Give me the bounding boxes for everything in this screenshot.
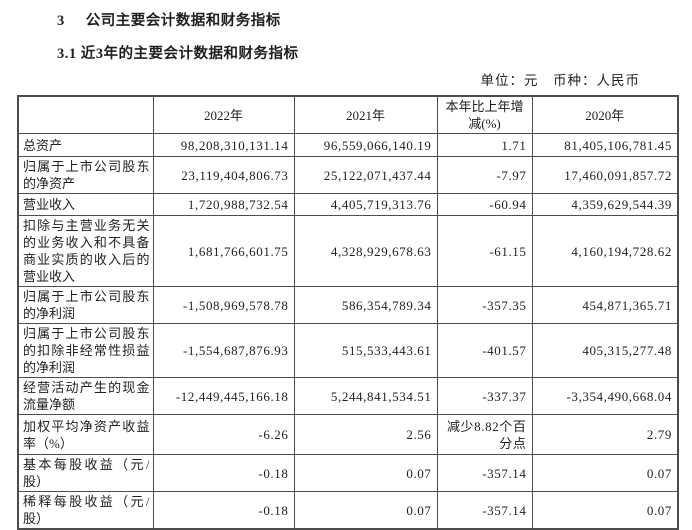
table-header-row: 2022年 2021年 本年比上年增减(%) 2020年 [17,95,679,134]
table-row: 归属于上市公司股东的净利润 -1,508,969,578.78 586,354,… [17,286,679,324]
header-2021: 2021年 [293,95,438,134]
value-change: -337.37 [436,377,533,415]
table-row: 基本每股收益（元/股） -0.18 0.07 -357.14 0.07 [17,454,679,492]
value-2022: 23,119,404,806.73 [152,156,295,194]
table-row: 营业收入 1,720,988,732.54 4,405,719,313.76 -… [17,193,679,216]
row-label: 归属于上市公司股东的扣除非经常性损益的净利润 [17,323,154,378]
value-2020: -3,354,490,668.04 [531,377,679,415]
row-label: 总资产 [17,133,154,157]
table-row: 归属于上市公司股东的净资产 23,119,404,806.73 25,122,0… [17,156,679,194]
unit-currency-note: 单位：元 币种：人民币 [480,73,640,88]
value-2020: 4,160,194,728.62 [531,215,679,287]
section-title: 公司主要会计数据和财务指标 [85,13,281,29]
table-row: 归属于上市公司股东的扣除非经常性损益的净利润 -1,554,687,876.93… [17,323,679,378]
value-2020: 17,460,091,857.72 [531,156,679,194]
value-2021: 4,405,719,313.76 [293,193,438,216]
value-2020: 405,315,277.48 [531,323,679,378]
value-change: -357.14 [436,491,533,530]
section-heading: 3 公司主要会计数据和财务指标 [57,9,692,30]
row-label: 稀释每股收益（元/股） [17,491,154,530]
value-2020: 0.07 [531,491,679,530]
value-change: -7.97 [436,156,533,194]
row-label: 归属于上市公司股东的净资产 [17,156,154,194]
value-change: -357.35 [436,286,533,324]
value-2020: 4,359,629,544.39 [531,193,679,216]
value-2021: 96,559,066,140.19 [293,133,438,157]
value-2020: 81,405,106,781.45 [531,133,679,157]
row-label: 经营活动产生的现金流量净额 [17,377,154,415]
header-yoy-change: 本年比上年增减(%) [436,95,533,134]
value-2021: 25,122,071,437.44 [293,156,438,194]
value-2021: 0.07 [293,491,438,530]
document-page: 3 公司主要会计数据和财务指标 3.1 近3年的主要会计数据和财务指标 单位：元 … [0,9,692,530]
value-2022: -0.18 [152,454,295,492]
value-2022: -12,449,445,166.18 [152,377,295,415]
value-2021: 2.56 [293,414,438,455]
value-2022: -6.26 [152,414,295,455]
header-indicator [17,95,154,134]
header-2020: 2020年 [531,95,679,134]
table-row: 稀释每股收益（元/股） -0.18 0.07 -357.14 0.07 [17,491,679,530]
subsection-heading: 3.1 近3年的主要会计数据和财务指标 [57,46,299,62]
value-2021: 0.07 [293,454,438,492]
value-2022: 1,681,766,601.75 [152,215,295,287]
value-2020: 0.07 [531,454,679,492]
value-change: -357.14 [436,454,533,492]
row-label: 营业收入 [17,193,154,216]
header-2022: 2022年 [152,95,295,134]
row-label: 基本每股收益（元/股） [17,454,154,492]
value-2021: 586,354,789.34 [293,286,438,324]
value-2021: 515,533,443.61 [293,323,438,378]
row-label: 扣除与主营业务无关的业务收入和不具备商业实质的收入后的营业收入 [17,215,154,287]
section-number: 3 [57,13,65,29]
value-change: -60.94 [436,193,533,216]
value-2022: 1,720,988,732.54 [152,193,295,216]
value-2022: -1,508,969,578.78 [152,286,295,324]
table-row: 总资产 98,208,310,131.14 96,559,066,140.19 … [17,133,679,157]
value-2020: 2.79 [531,414,679,455]
value-2022: -1,554,687,876.93 [152,323,295,378]
row-label: 归属于上市公司股东的净利润 [17,286,154,324]
row-label: 加权平均净资产收益率（%） [17,414,154,455]
value-2020: 454,871,365.71 [531,286,679,324]
table-row: 加权平均净资产收益率（%） -6.26 2.56 减少8.82个百分点 2.79 [17,414,679,455]
value-2021: 5,244,841,534.51 [293,377,438,415]
value-change: -401.57 [436,323,533,378]
value-change: -61.15 [436,215,533,287]
value-change: 1.71 [436,133,533,157]
financial-indicators-table: 2022年 2021年 本年比上年增减(%) 2020年 总资产 98,208,… [17,95,679,530]
value-change: 减少8.82个百分点 [436,414,533,455]
value-2021: 4,328,929,678.63 [293,215,438,287]
table-row: 经营活动产生的现金流量净额 -12,449,445,166.18 5,244,8… [17,377,679,415]
value-2022: -0.18 [152,491,295,530]
value-2022: 98,208,310,131.14 [152,133,295,157]
table-row: 扣除与主营业务无关的业务收入和不具备商业实质的收入后的营业收入 1,681,76… [17,215,679,287]
